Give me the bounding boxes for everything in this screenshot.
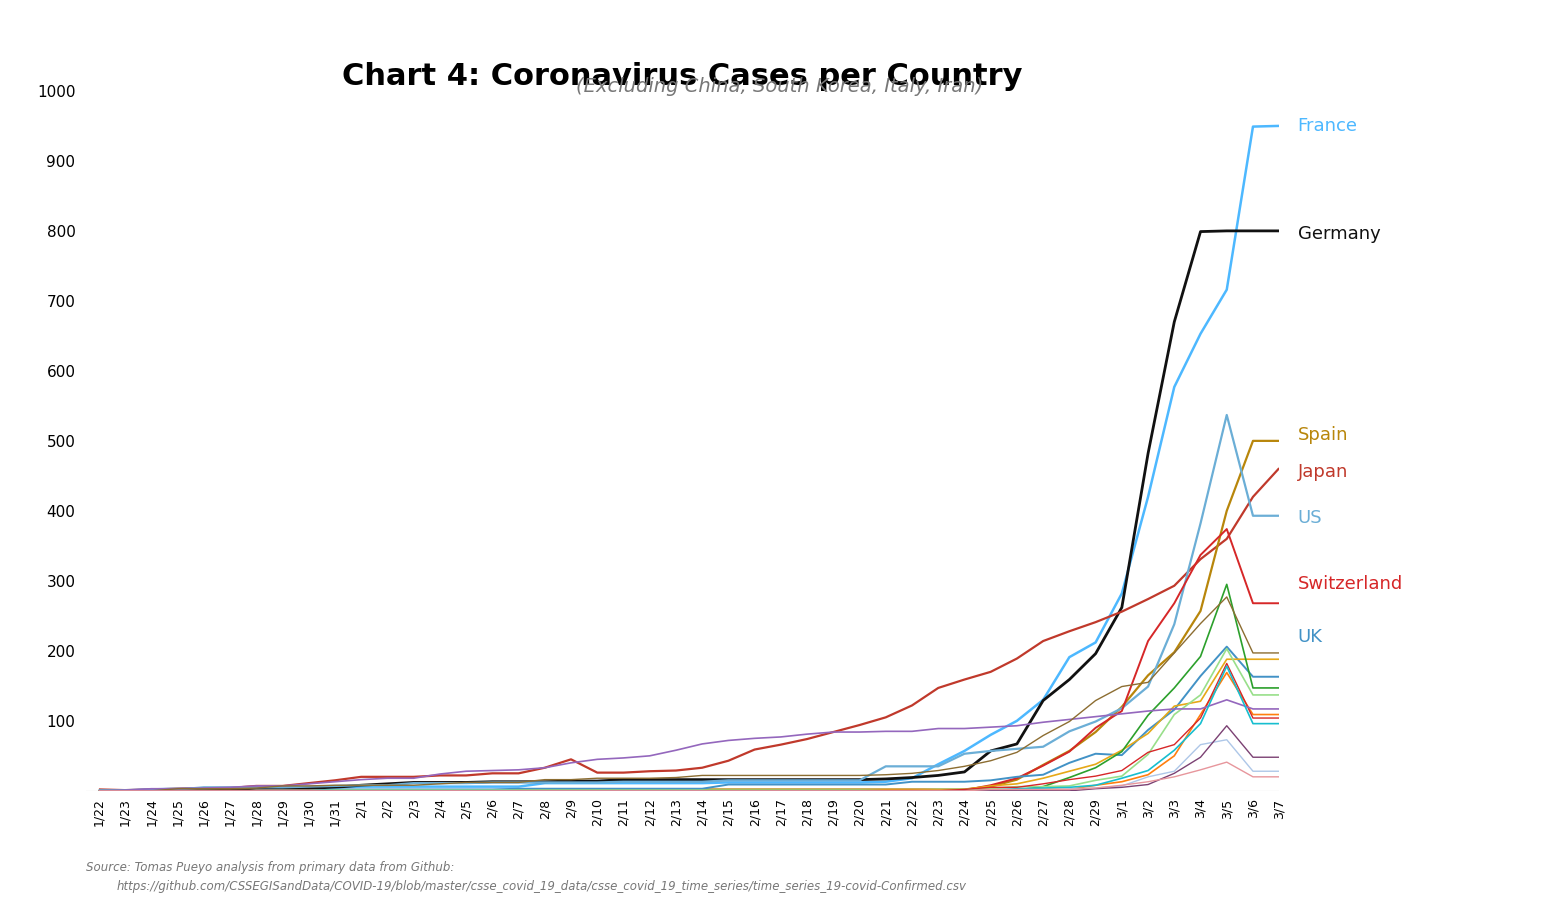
Title: Chart 4: Coronavirus Cases per Country: Chart 4: Coronavirus Cases per Country <box>342 63 1023 91</box>
Text: Switzerland: Switzerland <box>1298 575 1402 594</box>
Text: Spain: Spain <box>1298 426 1348 445</box>
Text: US: US <box>1298 509 1323 527</box>
Text: Japan: Japan <box>1298 464 1348 482</box>
Text: UK: UK <box>1298 628 1323 646</box>
Text: Germany: Germany <box>1298 225 1381 244</box>
Text: Source: Tomas Pueyo analysis from primary data from Github:: Source: Tomas Pueyo analysis from primar… <box>86 862 454 874</box>
Text: France: France <box>1298 117 1357 135</box>
Text: (Excluding China, South Korea, Italy, Iran): (Excluding China, South Korea, Italy, Ir… <box>576 77 984 96</box>
Text: https://github.com/CSSEGISandData/COVID-19/blob/master/csse_covid_19_data/csse_c: https://github.com/CSSEGISandData/COVID-… <box>117 880 967 893</box>
